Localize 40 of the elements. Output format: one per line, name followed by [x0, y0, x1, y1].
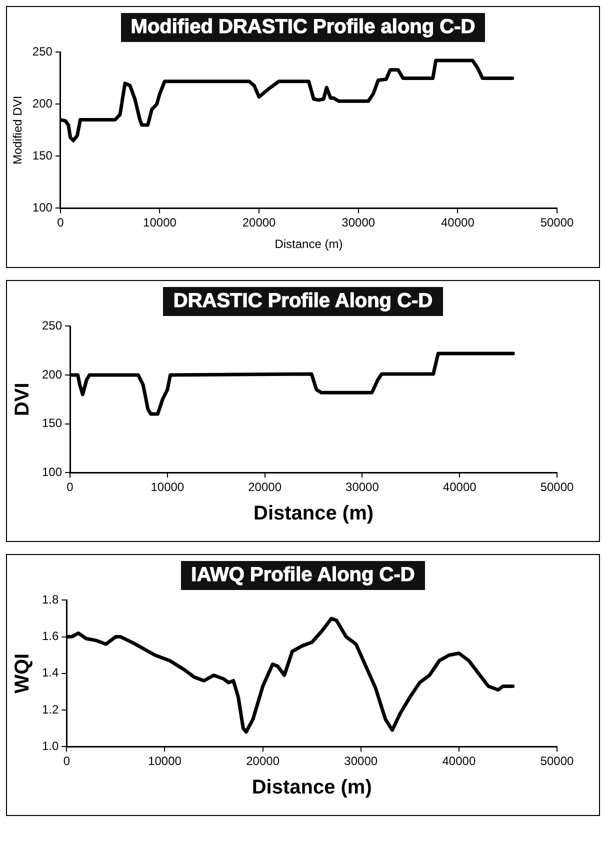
y-axis-title: DVI	[12, 382, 34, 416]
x-axis-title: Distance (m)	[253, 502, 374, 525]
y-tick-label: 100	[32, 200, 53, 215]
y-tick-label: 1.8	[42, 592, 59, 607]
x-tick-label: 20000	[242, 216, 276, 230]
y-tick-label: 200	[32, 96, 53, 111]
x-tick-label: 10000	[143, 216, 177, 230]
y-tick-label: 150	[42, 416, 62, 430]
y-axis-title: Modified DVI	[10, 96, 25, 165]
x-tick-label: 50000	[540, 216, 574, 230]
y-tick-label: 1.6	[42, 629, 59, 644]
chart-title: DRASTIC Profile Along C-D	[163, 287, 443, 316]
x-tick-label: 10000	[148, 754, 182, 768]
x-tick-label: 30000	[346, 480, 380, 494]
x-tick-label: 40000	[442, 480, 477, 494]
x-tick-label: 40000	[442, 754, 476, 768]
x-tick-label: 50000	[540, 480, 574, 494]
y-tick-label: 250	[42, 318, 62, 333]
x-tick-label: 50000	[540, 754, 574, 768]
y-tick-label: 1.0	[42, 738, 59, 753]
y-tick-label: 150	[32, 148, 53, 163]
x-tick-label: 40000	[440, 216, 475, 230]
x-tick-label: 10000	[150, 480, 184, 494]
x-tick-label: 30000	[344, 754, 378, 768]
y-tick-label: 250	[32, 44, 53, 59]
x-axis-title: Distance (m)	[274, 237, 343, 252]
x-tick-label: 30000	[342, 216, 376, 230]
x-tick-label: 0	[66, 480, 74, 494]
y-tick-label: 200	[42, 367, 62, 382]
y-tick-label: 100	[42, 464, 62, 479]
y-tick-label: 1.2	[42, 702, 59, 716]
x-axis-title: Distance (m)	[252, 776, 372, 799]
x-tick-label: 0	[57, 216, 64, 230]
x-tick-label: 0	[63, 754, 70, 768]
y-axis-title: WQI	[12, 653, 34, 694]
y-tick-label: 1.4	[42, 666, 59, 680]
x-tick-label: 20000	[248, 480, 282, 494]
chart-title: Modified DRASTIC Profile along C-D	[120, 13, 486, 42]
chart-title: IAWQ Profile Along C-D	[181, 561, 425, 590]
x-tick-label: 20000	[246, 754, 280, 768]
